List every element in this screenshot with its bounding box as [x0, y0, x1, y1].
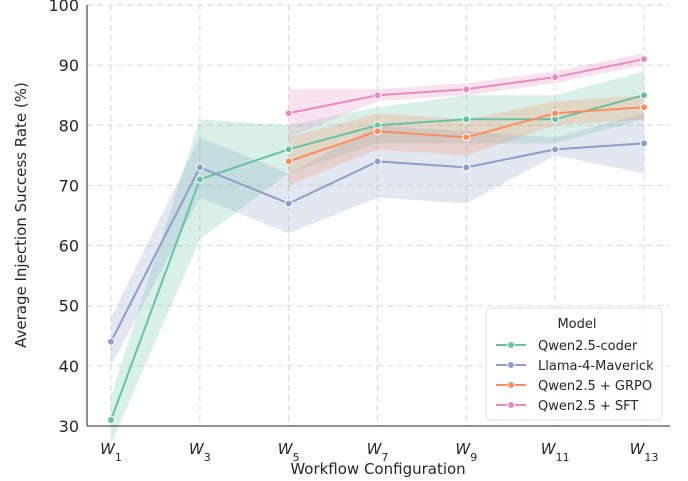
data-point: [640, 91, 648, 100]
legend-box: [485, 307, 663, 421]
legend-swatch-marker: [507, 361, 515, 369]
data-point: [462, 85, 471, 94]
legend-title: Model: [557, 317, 596, 332]
data-point: [462, 115, 471, 124]
data-points: [107, 55, 648, 424]
legend-label: Qwen2.5 + SFT: [538, 399, 638, 414]
data-point: [284, 109, 293, 118]
x-tick-label: W11: [541, 440, 570, 464]
legend-label: Qwen2.5-coder: [538, 339, 638, 354]
y-tick-label: 80: [59, 116, 79, 135]
x-tick-label: W1: [100, 440, 122, 464]
data-point: [373, 157, 382, 166]
x-tick-subscript: 7: [381, 451, 388, 464]
x-axis-title: Workflow Configuration: [290, 460, 465, 478]
y-tick-label: 60: [59, 237, 79, 256]
legend-label: Llama-4-Maverick: [538, 359, 654, 374]
data-point: [640, 103, 648, 112]
data-point: [195, 163, 204, 172]
x-tick-subscript: 1: [115, 451, 122, 464]
data-point: [640, 55, 648, 64]
legend-label: Qwen2.5 + GRPO: [538, 379, 652, 394]
data-point: [284, 157, 293, 166]
x-tick-subscript: 3: [204, 451, 211, 464]
data-point: [107, 337, 115, 346]
data-point: [284, 199, 293, 208]
x-tick-subscript: 11: [556, 451, 570, 464]
x-tick-label: W13: [630, 440, 659, 464]
y-tick-label: 40: [59, 357, 79, 376]
data-point: [462, 133, 471, 142]
legend: Model Qwen2.5-coderLlama-4-MaverickQwen2…: [485, 307, 663, 421]
data-point: [640, 139, 648, 148]
x-tick-labels: W1 W3 W5 W7 W9 W11 W13: [100, 440, 658, 464]
legend-swatch-marker: [507, 341, 515, 349]
legend-swatch-marker: [507, 401, 515, 409]
x-tick-label: W3: [189, 440, 211, 464]
legend-swatch-marker: [507, 381, 515, 389]
x-tick-subscript: 9: [470, 451, 477, 464]
x-tick-subscript: 5: [293, 451, 300, 464]
y-tick-label: 70: [59, 176, 79, 195]
y-axis-title: Average Injection Success Rate (%): [12, 82, 30, 348]
data-point: [107, 415, 115, 424]
confidence-band: [111, 113, 644, 366]
y-tick-labels: 30 40 50 60 70 80 90 100: [48, 0, 79, 436]
y-tick-label: 90: [59, 56, 79, 75]
y-tick-label: 100: [48, 0, 79, 15]
data-point: [551, 73, 560, 82]
data-point: [373, 127, 382, 136]
data-point: [551, 145, 560, 154]
data-point: [195, 175, 204, 184]
y-tick-label: 30: [59, 417, 79, 436]
y-tick-label: 50: [59, 297, 79, 316]
legend-items: Qwen2.5-coder Llama-4-Maverick Qwen2.5 + G…: [496, 339, 654, 414]
data-point: [373, 91, 382, 100]
x-tick-subscript: 13: [644, 451, 658, 464]
data-point: [284, 145, 293, 154]
data-point: [462, 163, 471, 172]
data-point: [551, 109, 560, 118]
